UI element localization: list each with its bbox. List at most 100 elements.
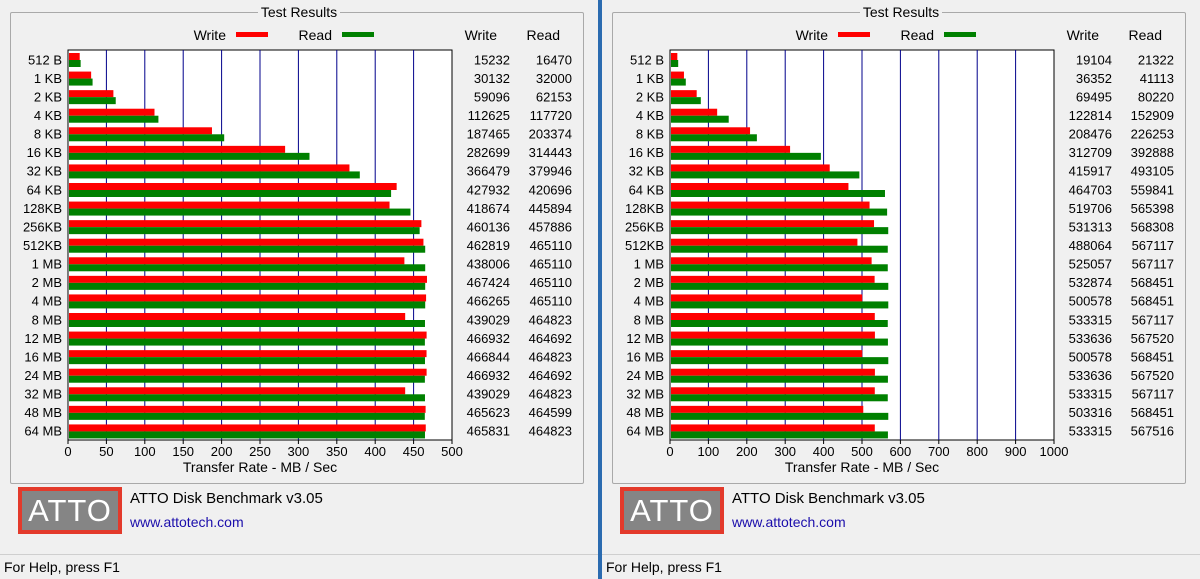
x-tick-label: 100	[698, 444, 720, 459]
read-value: 392888	[1131, 145, 1174, 160]
category-label: 4 MB	[634, 294, 664, 309]
write-bar	[671, 238, 858, 246]
write-bar	[69, 313, 406, 320]
write-bar	[69, 183, 397, 190]
write-bar	[671, 108, 718, 116]
read-bar	[69, 97, 116, 105]
read-bar	[69, 357, 425, 365]
read-bar	[69, 134, 225, 142]
category-label: 128KB	[625, 201, 664, 216]
read-bar	[671, 301, 889, 309]
read-value: 567520	[1131, 368, 1174, 383]
read-bar	[671, 412, 889, 420]
read-bar	[69, 412, 425, 420]
x-tick-label: 200	[736, 444, 758, 459]
read-value: 568308	[1131, 219, 1174, 234]
read-bar	[671, 190, 885, 197]
write-value: 466844	[467, 349, 510, 364]
category-label: 256KB	[23, 219, 62, 234]
write-bar	[671, 294, 863, 302]
x-axis-label: Transfer Rate - MB / Sec	[183, 459, 337, 475]
write-value: 122814	[1069, 108, 1112, 123]
write-bar	[69, 201, 390, 209]
x-tick-label: 500	[441, 444, 463, 459]
website-link[interactable]: www.attotech.com	[130, 514, 244, 530]
write-value: 533315	[1069, 312, 1112, 327]
read-value: 567117	[1132, 312, 1174, 327]
write-bar	[69, 368, 427, 376]
write-value: 187465	[467, 127, 510, 142]
read-bar	[69, 115, 159, 123]
write-bar	[69, 71, 92, 79]
write-value: 519706	[1069, 201, 1112, 216]
write-value: 465831	[467, 424, 510, 439]
write-value: 15232	[474, 52, 510, 67]
write-bar	[69, 108, 155, 116]
read-value: 567516	[1131, 424, 1174, 439]
write-value: 488064	[1069, 238, 1112, 253]
column-header-read: Read	[1129, 27, 1162, 43]
right-benchmark-window: Test Results 0 100 200 300 400 500 600 700 800 90…	[602, 0, 1200, 579]
read-bar	[69, 152, 310, 160]
write-value: 366479	[467, 164, 510, 179]
read-value: 379946	[529, 164, 572, 179]
read-value: 568451	[1131, 275, 1174, 290]
write-bar	[671, 201, 870, 209]
app-name: ATTO Disk Benchmark v3.05	[130, 490, 323, 507]
write-bar	[671, 164, 830, 172]
category-label: 2 MB	[634, 275, 664, 290]
read-bar	[671, 375, 888, 383]
write-value: 112625	[468, 108, 510, 123]
write-bar	[671, 183, 849, 190]
read-value: 420696	[529, 182, 572, 197]
write-bar	[69, 331, 427, 339]
read-bar	[671, 338, 888, 346]
x-tick-label: 700	[928, 444, 950, 459]
read-bar	[69, 264, 426, 272]
category-label: 12 MB	[626, 331, 664, 346]
write-value: 467424	[467, 275, 510, 290]
transfer-rate-chart: 0 50 100 150 200 250 300 350 400 450 500 Transfer R…	[23, 27, 572, 475]
write-value: 439029	[467, 387, 510, 402]
x-tick-label: 0	[666, 444, 673, 459]
write-value: 438006	[467, 257, 510, 272]
write-bar	[671, 71, 684, 79]
x-tick-label: 500	[851, 444, 873, 459]
read-value: 152909	[1131, 108, 1174, 123]
category-label: 16 KB	[629, 145, 664, 160]
write-value: 533315	[1069, 424, 1112, 439]
category-label: 2 KB	[636, 89, 664, 104]
write-value: 533315	[1069, 387, 1112, 402]
write-value: 282699	[467, 145, 510, 160]
read-value: 464599	[529, 405, 572, 420]
category-label: 1 KB	[34, 71, 62, 86]
write-value: 466265	[467, 294, 510, 309]
read-value: 465110	[530, 238, 572, 253]
x-tick-label: 450	[403, 444, 425, 459]
category-label: 512 B	[630, 52, 664, 67]
write-value: 533636	[1069, 368, 1112, 383]
category-label: 48 MB	[626, 405, 664, 420]
legend-read-swatch	[944, 32, 976, 37]
x-tick-label: 0	[64, 444, 71, 459]
read-bar	[69, 60, 81, 67]
write-bar	[671, 127, 751, 135]
write-bar	[671, 368, 875, 376]
write-bar	[671, 257, 872, 265]
column-header-write: Write	[465, 27, 498, 43]
read-bar	[671, 152, 821, 160]
read-bar	[69, 245, 426, 253]
category-label: 32 KB	[27, 164, 62, 179]
read-value: 465110	[530, 275, 572, 290]
read-value: 117720	[530, 108, 572, 123]
website-link[interactable]: www.attotech.com	[732, 514, 846, 530]
write-value: 59096	[474, 89, 510, 104]
category-label: 48 MB	[24, 405, 62, 420]
category-label: 256KB	[625, 219, 664, 234]
category-label: 32 MB	[24, 387, 62, 402]
category-label: 8 MB	[32, 312, 62, 327]
write-bar	[69, 294, 427, 302]
write-value: 464703	[1069, 182, 1112, 197]
x-tick-label: 100	[134, 444, 156, 459]
write-value: 415917	[1069, 164, 1112, 179]
